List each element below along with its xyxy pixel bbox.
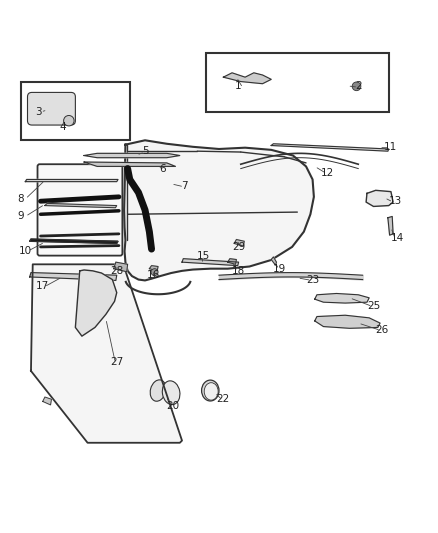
Text: 29: 29 <box>232 242 245 252</box>
Ellipse shape <box>150 380 166 401</box>
Polygon shape <box>366 190 393 206</box>
Polygon shape <box>84 154 180 158</box>
Text: 19: 19 <box>273 264 286 273</box>
Polygon shape <box>223 73 271 84</box>
Bar <box>206 53 389 112</box>
Text: 4: 4 <box>59 122 66 132</box>
Polygon shape <box>45 204 117 208</box>
Text: 9: 9 <box>18 212 24 221</box>
Polygon shape <box>124 140 314 280</box>
Polygon shape <box>388 216 393 235</box>
Polygon shape <box>31 264 182 443</box>
Polygon shape <box>271 144 389 151</box>
Text: 28: 28 <box>110 266 124 276</box>
Text: 17: 17 <box>36 281 49 291</box>
FancyBboxPatch shape <box>28 92 75 125</box>
Circle shape <box>352 82 361 91</box>
Bar <box>21 82 130 140</box>
Polygon shape <box>114 262 127 272</box>
Polygon shape <box>25 180 118 182</box>
Polygon shape <box>43 397 51 405</box>
Polygon shape <box>182 259 239 265</box>
Polygon shape <box>234 239 244 246</box>
Ellipse shape <box>201 380 219 401</box>
Text: 27: 27 <box>110 357 124 367</box>
Text: 11: 11 <box>384 142 398 152</box>
Text: 14: 14 <box>391 233 404 243</box>
Text: 8: 8 <box>18 194 24 204</box>
FancyBboxPatch shape <box>38 164 122 256</box>
Text: 13: 13 <box>389 196 402 206</box>
Text: 12: 12 <box>321 168 335 178</box>
Polygon shape <box>30 272 117 280</box>
Polygon shape <box>315 294 369 303</box>
Circle shape <box>64 116 74 126</box>
Circle shape <box>151 269 158 276</box>
Text: 3: 3 <box>35 107 42 117</box>
Text: 6: 6 <box>159 164 166 174</box>
Polygon shape <box>228 259 237 264</box>
Ellipse shape <box>162 381 180 405</box>
Text: 16: 16 <box>147 270 160 280</box>
Polygon shape <box>149 265 158 271</box>
Text: 1: 1 <box>235 81 242 91</box>
Polygon shape <box>75 270 117 336</box>
Text: 7: 7 <box>181 181 187 191</box>
Polygon shape <box>315 315 380 328</box>
Text: 5: 5 <box>142 146 148 156</box>
Text: 22: 22 <box>217 394 230 404</box>
Polygon shape <box>30 239 118 244</box>
Text: 2: 2 <box>355 81 362 91</box>
Polygon shape <box>271 257 276 265</box>
Text: 18: 18 <box>232 266 245 276</box>
Text: 23: 23 <box>306 274 319 285</box>
Text: 15: 15 <box>197 251 210 261</box>
Ellipse shape <box>204 383 218 400</box>
Polygon shape <box>84 162 176 166</box>
Text: 20: 20 <box>167 401 180 411</box>
Text: 10: 10 <box>19 246 32 256</box>
Text: 25: 25 <box>367 301 380 311</box>
Text: 26: 26 <box>375 325 389 335</box>
